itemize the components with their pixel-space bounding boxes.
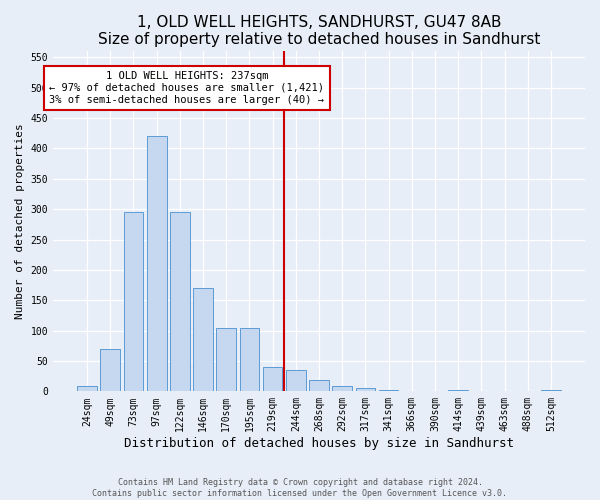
Y-axis label: Number of detached properties: Number of detached properties [15, 124, 25, 319]
Bar [448, 390, 468, 392]
Bar [379, 390, 398, 392]
Bar [124, 212, 143, 392]
Bar [286, 370, 305, 392]
Bar [332, 386, 352, 392]
Bar [541, 390, 561, 392]
X-axis label: Distribution of detached houses by size in Sandhurst: Distribution of detached houses by size … [124, 437, 514, 450]
Text: 1 OLD WELL HEIGHTS: 237sqm
← 97% of detached houses are smaller (1,421)
3% of se: 1 OLD WELL HEIGHTS: 237sqm ← 97% of deta… [49, 72, 325, 104]
Bar [239, 328, 259, 392]
Text: Contains HM Land Registry data © Crown copyright and database right 2024.
Contai: Contains HM Land Registry data © Crown c… [92, 478, 508, 498]
Bar [263, 367, 283, 392]
Bar [147, 136, 167, 392]
Bar [356, 388, 375, 392]
Bar [217, 328, 236, 392]
Bar [309, 380, 329, 392]
Bar [100, 349, 120, 392]
Bar [193, 288, 213, 392]
Bar [170, 212, 190, 392]
Title: 1, OLD WELL HEIGHTS, SANDHURST, GU47 8AB
Size of property relative to detached h: 1, OLD WELL HEIGHTS, SANDHURST, GU47 8AB… [98, 15, 540, 48]
Bar [77, 386, 97, 392]
